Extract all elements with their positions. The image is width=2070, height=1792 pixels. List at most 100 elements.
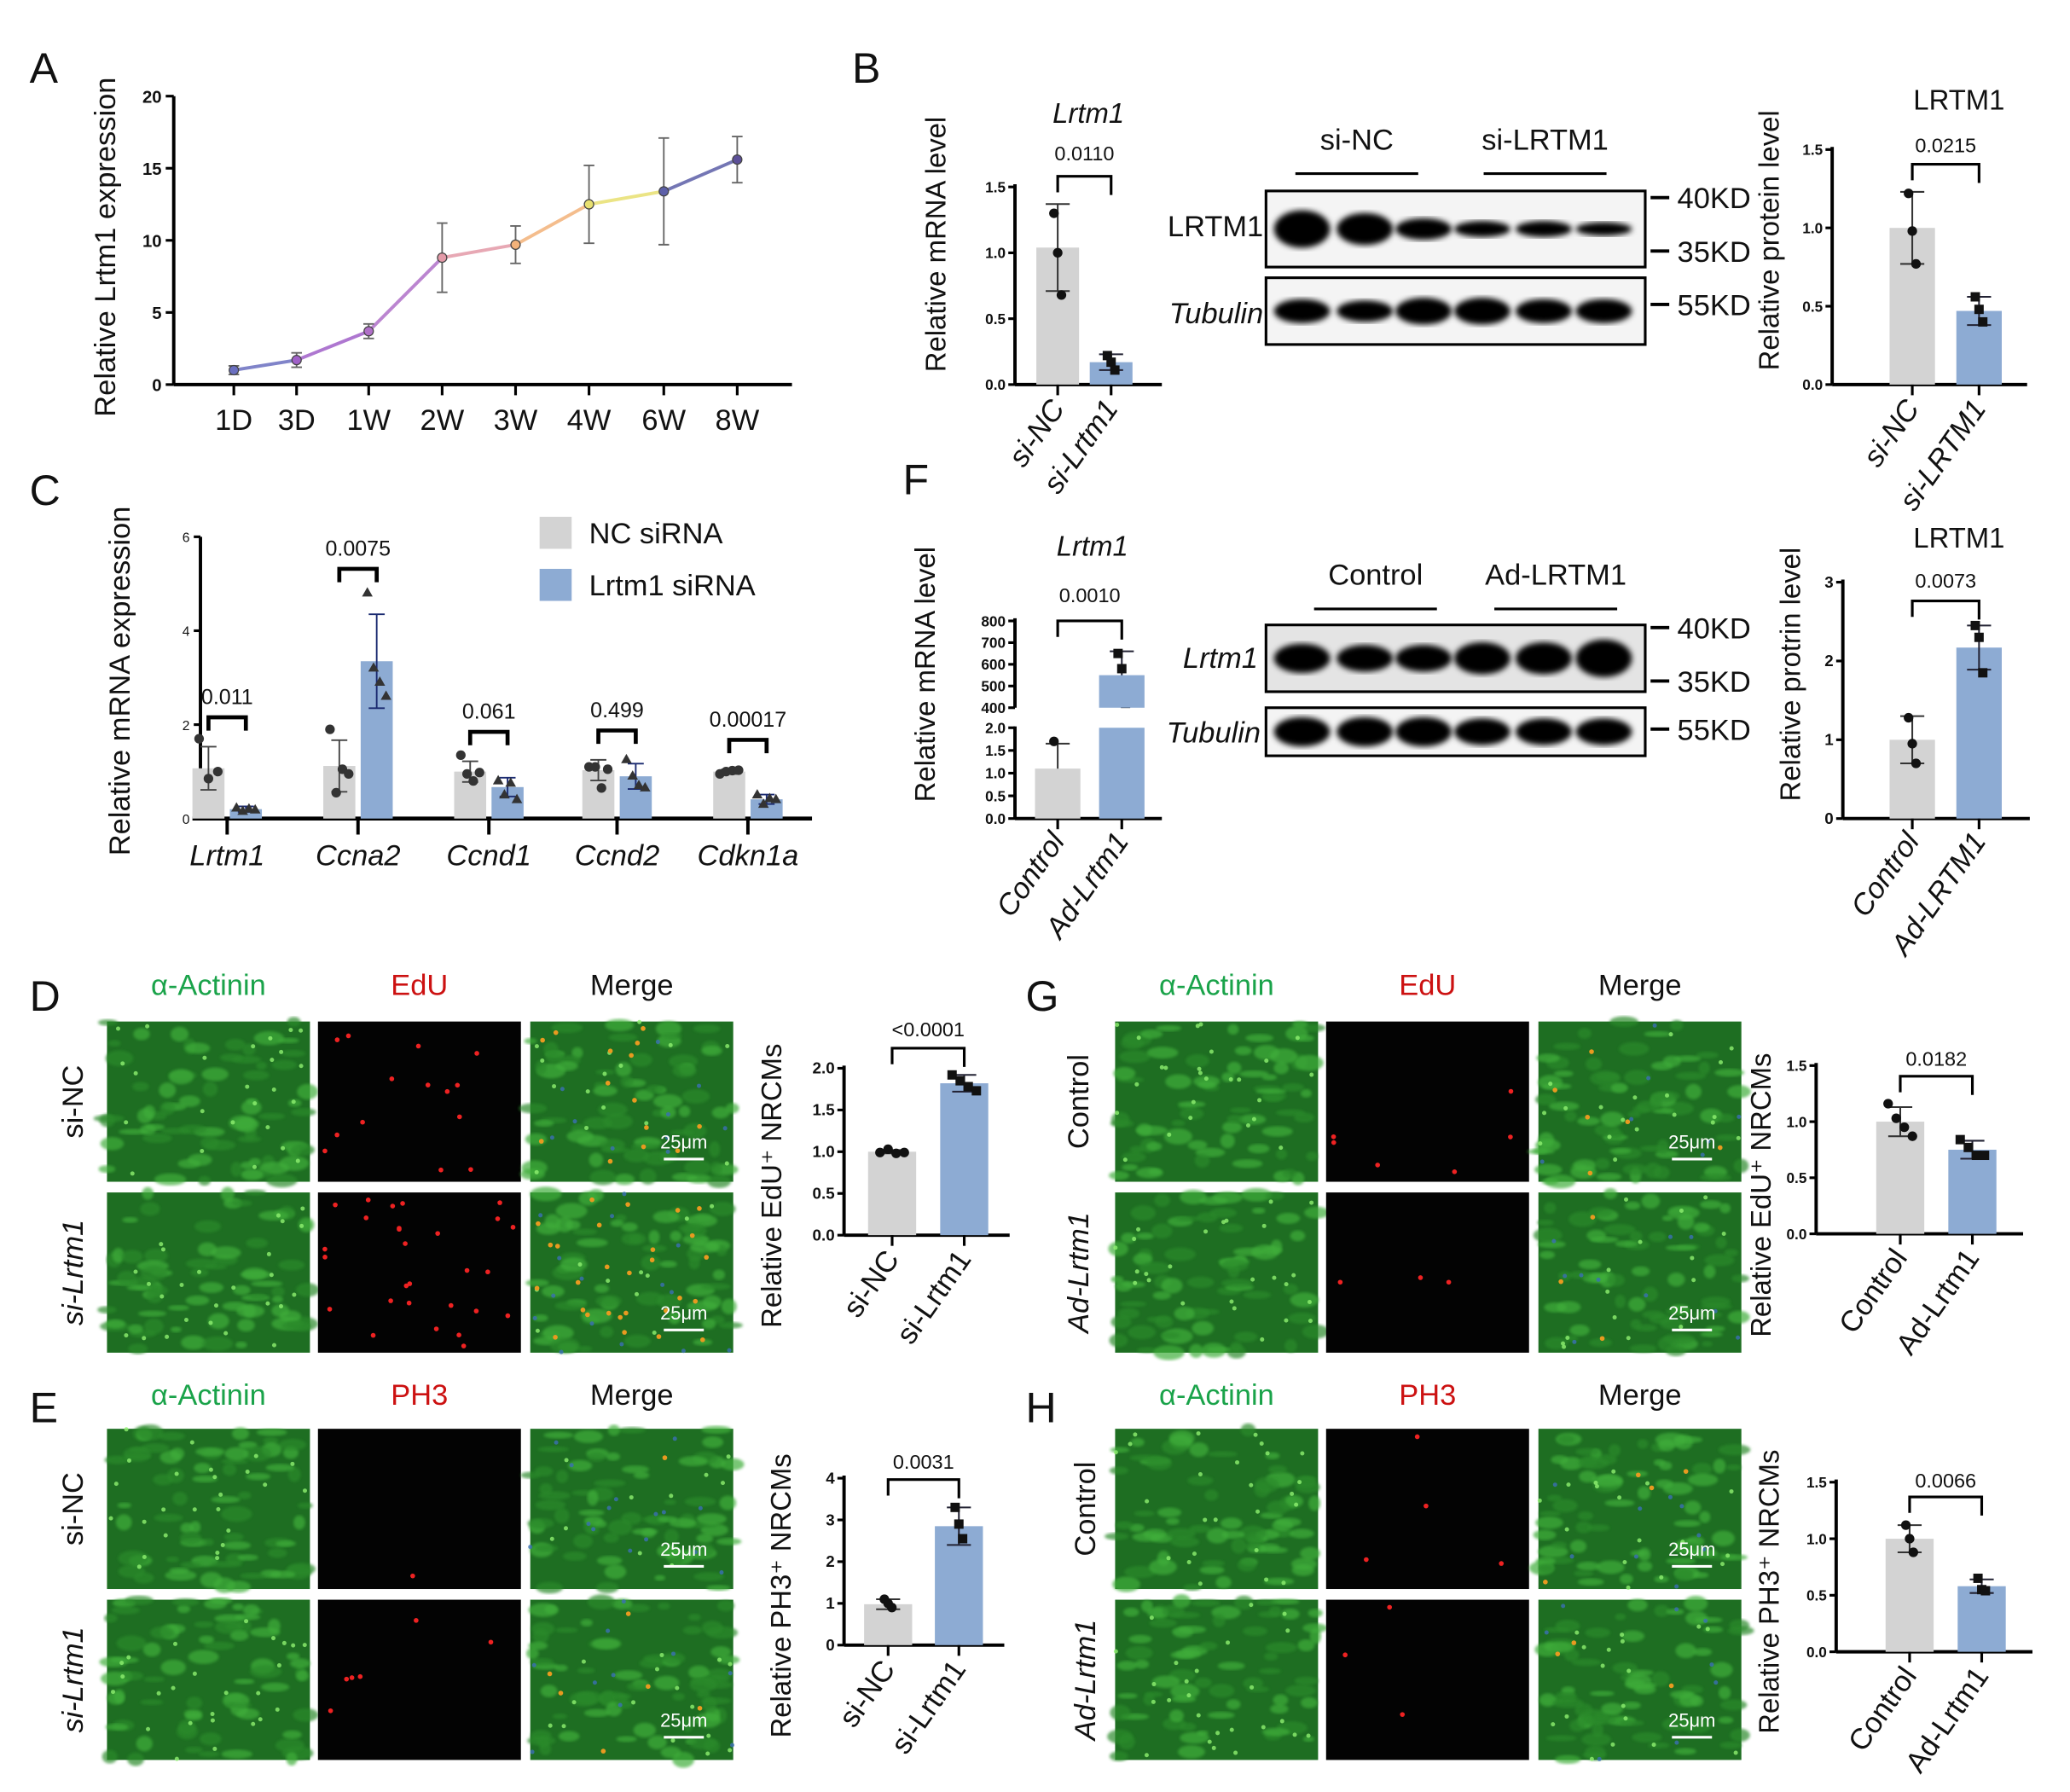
panel-letter-d: D [30,972,61,1020]
y-tick-label: 0 [152,377,161,396]
p-value-label: 0.011 [201,685,253,709]
data-point [971,1086,982,1096]
data-point [1106,357,1116,368]
y-tick-label: 2 [1824,652,1833,670]
blot-band [1575,222,1632,236]
blot-band [1575,299,1632,323]
line-segment [367,256,444,333]
y-axis-label: Relative PH3⁺ NRCMs [1754,1450,1785,1734]
scale-bar-label: 25μm [660,1302,707,1324]
channel-header: Merge [1598,1379,1682,1412]
merge-image: 25μm [519,1018,739,1188]
blot-band [1337,300,1394,322]
actinin-image [97,1186,320,1354]
data-point [468,776,478,786]
y-tick-label: 1.5 [1786,1058,1806,1075]
molecular-weight-marker: 55KD [1678,714,1751,746]
data-point [1116,664,1127,674]
data-point [732,154,743,165]
line-segment [589,189,664,206]
y-tick-label: 400 [981,699,1006,716]
y-axis-label: Relative EdU⁺ NRCMs [756,1044,787,1328]
x-tick-label: Cdkn1a [698,839,799,872]
channel-header: α-Actinin [1159,969,1274,1001]
p-value-label: 0.0075 [325,536,391,560]
channel-header: PH3 [1399,1379,1456,1412]
stain-image [317,1429,521,1590]
y-tick-label: 15 [142,160,162,179]
y-tick-label: 500 [981,678,1006,695]
stain-image [1325,1429,1529,1590]
significance-bracket [467,729,510,745]
x-tick-label: Lrtm1 [189,839,264,872]
y-tick-label: 1.0 [985,245,1006,262]
data-point [1904,188,1914,199]
data-point [1907,1131,1917,1141]
y-tick-label: 1.5 [985,742,1006,759]
y-tick-label: 0.5 [985,787,1006,804]
data-point [374,676,386,686]
chart-title: Lrtm1 [1057,530,1128,561]
y-tick-label: 0.5 [813,1184,835,1202]
scale-bar-label: 25μm [660,1131,707,1152]
blot-band [1273,716,1331,747]
blot-band [1575,718,1632,745]
data-point [363,326,374,337]
scale-bar-label: 25μm [660,1709,707,1731]
scale-bar-label: 25μm [1668,1131,1715,1152]
y-tick-label: 20 [142,89,162,107]
data-point [1973,1573,1983,1583]
chart-title: LRTM1 [1913,522,2004,554]
panel-letter-e: E [30,1383,58,1431]
data-point [751,789,763,799]
data-point [505,777,517,787]
y-tick-label: 3 [1824,573,1833,591]
channel-header: PH3 [391,1379,448,1412]
data-point [627,770,639,780]
y-tick-label: 1.5 [1806,1474,1827,1491]
actinin-image [104,1424,316,1593]
axis-break [1004,709,1165,727]
western-blot-f: Control Ad-LRTM1 Lrtm1 Tubulin 40KD 35KD 55KD [1167,560,1751,757]
y-tick-label: 1.0 [1786,1113,1806,1130]
blot-row-label: Tubulin [1167,716,1261,749]
bar [867,1151,917,1236]
panel-letter-b: B [852,44,880,92]
channel-header: Merge [1598,969,1682,1001]
y-tick-label: 3 [826,1511,834,1528]
p-value-label: 0.0110 [1054,142,1114,165]
data-point [437,252,448,264]
y-tick-label: 2.0 [985,720,1006,737]
significance-bracket [727,738,769,754]
data-point [1049,208,1059,218]
x-tick-label: 8W [716,404,760,437]
data-point [899,1147,909,1157]
bar [1035,768,1081,819]
legend-label: NC siRNA [589,518,723,550]
y-axis-label: Relative protrin level [1775,548,1806,802]
y-axis-label: Relative mRNA expression [104,507,136,856]
row-label: Ad-Lrtm1 [1070,1620,1102,1743]
y-tick-label: 5 [152,304,161,323]
p-value-label: 0.0031 [893,1451,954,1473]
data-point [499,789,510,799]
merge-image: 25μm [1529,1429,1751,1590]
blot-band [1454,718,1510,745]
channel-header: Merge [590,969,674,1001]
y-tick-label: 2 [826,1552,834,1570]
scale-bar-label: 25μm [1668,1539,1715,1560]
data-point [950,1502,960,1512]
row-label: Ad-Lrtm1 [1063,1212,1095,1335]
y-tick-label: 1 [826,1594,834,1612]
micrograph-panel-h: α-Actinin PH3 Merge Control 25μm Ad-Lrtm1 25μm [1070,1379,1754,1764]
data-point [510,239,521,250]
bar [1099,675,1145,708]
data-point [1900,1520,1911,1530]
chart-title: LRTM1 [1913,84,2004,115]
row-label: si-Lrtm1 [57,1627,90,1732]
row-label: si-Lrtm1 [57,1220,90,1325]
y-tick-label: 4 [183,625,190,640]
channel-header: EdU [391,969,448,1001]
p-value-label: 0.0010 [1059,584,1121,606]
